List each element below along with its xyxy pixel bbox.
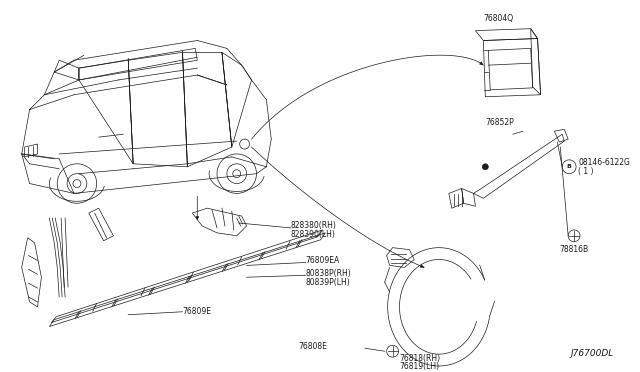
Text: 76809E: 76809E bbox=[182, 307, 211, 316]
Text: 76808E: 76808E bbox=[299, 342, 328, 351]
Text: 78816B: 78816B bbox=[559, 245, 589, 254]
Text: J76700DL: J76700DL bbox=[570, 349, 614, 358]
Text: ( 1 ): ( 1 ) bbox=[578, 167, 593, 176]
Circle shape bbox=[483, 164, 488, 170]
Text: 80838P(RH): 80838P(RH) bbox=[306, 269, 351, 278]
Text: 76818(RH): 76818(RH) bbox=[399, 354, 440, 363]
Text: 76804Q: 76804Q bbox=[483, 14, 513, 23]
Text: 80839P(LH): 80839P(LH) bbox=[306, 278, 351, 287]
Text: 76809EA: 76809EA bbox=[306, 256, 340, 265]
Text: B: B bbox=[567, 164, 572, 169]
Text: 08146-6122G: 08146-6122G bbox=[578, 158, 630, 167]
Text: 828380(RH): 828380(RH) bbox=[291, 221, 337, 230]
Text: 76819(LH): 76819(LH) bbox=[399, 362, 440, 371]
Text: 828390(LH): 828390(LH) bbox=[291, 230, 336, 239]
Text: 76852P: 76852P bbox=[486, 118, 515, 127]
